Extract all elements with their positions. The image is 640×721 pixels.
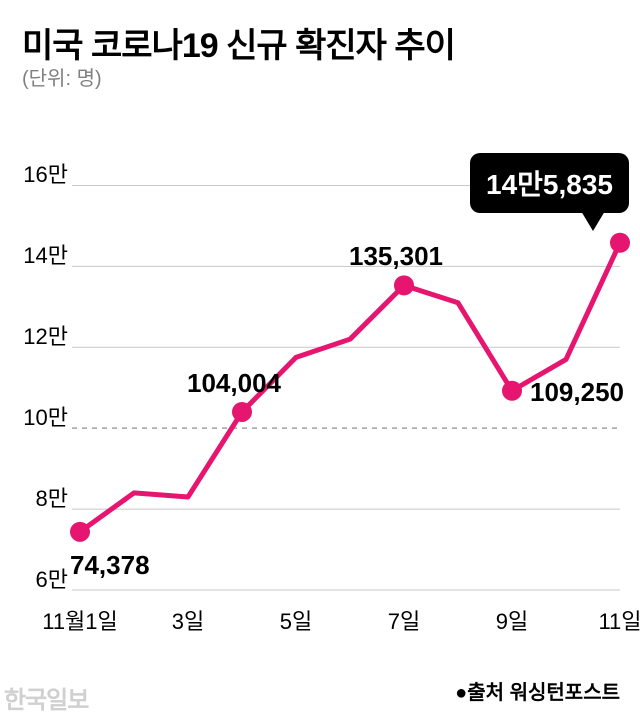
- x-axis-label: 3일: [138, 604, 238, 636]
- x-axis-label: 11월1일: [30, 604, 130, 636]
- data-point-label: 135,301: [349, 241, 443, 272]
- x-axis-label: 11일: [570, 604, 640, 636]
- y-axis-label: 6만: [8, 562, 68, 594]
- x-axis-label: 9일: [462, 604, 562, 636]
- source-text: ●출처 워싱턴포스트: [455, 676, 620, 705]
- chart-container: 미국 코로나19 신규 확진자 추이 (단위: 명) 6만8만10만12만14만…: [0, 0, 640, 721]
- data-point-label: 74,378: [70, 550, 150, 581]
- y-axis-label: 16만: [8, 157, 68, 189]
- y-axis-label: 8만: [8, 481, 68, 513]
- y-axis-label: 14만: [8, 238, 68, 270]
- callout-label: 14만5,835: [470, 153, 629, 213]
- x-axis-label: 7일: [354, 604, 454, 636]
- x-axis-label: 5일: [246, 604, 346, 636]
- y-axis-label: 10만: [8, 400, 68, 432]
- y-axis-label: 12만: [8, 319, 68, 351]
- data-point-label: 104,004: [187, 368, 281, 399]
- data-point-label: 109,250: [530, 377, 624, 408]
- publisher-logo: 한국일보: [4, 680, 88, 715]
